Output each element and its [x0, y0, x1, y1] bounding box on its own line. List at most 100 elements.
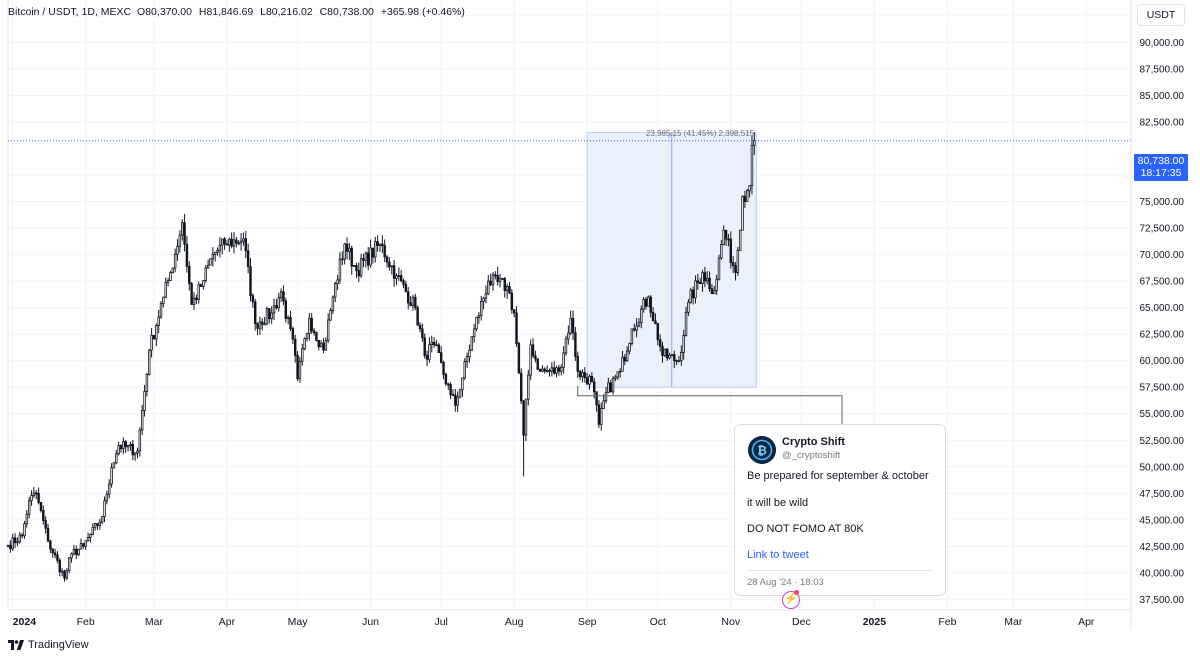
candle — [279, 288, 283, 303]
candle — [585, 373, 589, 385]
candle — [595, 391, 598, 412]
candle — [23, 520, 26, 539]
candle — [432, 337, 436, 348]
tweet-callout[interactable]: ₿ Crypto Shift @_cryptoshift Be prepared… — [734, 424, 946, 596]
candle — [717, 254, 721, 281]
tweet-link[interactable]: Link to tweet — [747, 549, 809, 561]
candle — [501, 277, 504, 281]
candle-body — [225, 243, 229, 246]
candle-body — [70, 553, 73, 559]
candle — [195, 294, 198, 305]
price-axis[interactable]: 92,500.0090,000.0087,500.0085,000.0082,5… — [1130, 0, 1185, 630]
candle — [343, 242, 346, 265]
candle — [621, 350, 624, 372]
candle — [315, 331, 318, 342]
candle-body — [319, 342, 323, 348]
high-value: 81,846.69 — [206, 6, 254, 18]
candle-body — [263, 323, 266, 326]
close-label: C — [319, 6, 328, 18]
candle — [684, 306, 688, 337]
candle-body — [397, 275, 401, 277]
price-tick-label: 60,000.00 — [1140, 356, 1185, 367]
candle — [246, 243, 250, 274]
candle-body — [618, 370, 622, 373]
candle — [30, 490, 33, 506]
candle-body — [505, 286, 509, 291]
candle — [140, 404, 144, 435]
candle — [698, 277, 702, 284]
candle — [166, 277, 170, 287]
measure-tool[interactable] — [586, 131, 757, 388]
candle-body — [736, 249, 740, 274]
candle — [6, 544, 10, 548]
candle-body — [658, 339, 662, 347]
price-tick-label: 67,500.00 — [1140, 277, 1185, 288]
candle — [218, 236, 222, 258]
candle — [618, 368, 622, 378]
candle — [715, 274, 718, 295]
symbol-name[interactable]: Bitcoin / USDT, 1D, MEXC — [8, 6, 132, 18]
candle-body — [44, 520, 47, 529]
currency-unit-button[interactable]: USDT — [1137, 4, 1185, 26]
price-tick-label: 37,500.00 — [1140, 595, 1185, 606]
candle — [541, 365, 544, 373]
lightning-icon[interactable]: ⚡ — [782, 591, 800, 609]
candle-body — [494, 274, 497, 277]
candle-body — [188, 265, 191, 284]
candle — [117, 441, 120, 456]
candle — [633, 323, 636, 332]
candle — [713, 285, 716, 295]
time-tick-label: Mar — [145, 616, 164, 628]
candle-body — [673, 354, 676, 362]
candle — [487, 274, 490, 296]
candle-body — [447, 383, 450, 386]
candle-body — [164, 281, 167, 298]
candle — [253, 299, 257, 331]
candle — [743, 190, 747, 208]
candle-body — [249, 266, 252, 297]
price-tick-label: 52,500.00 — [1140, 436, 1185, 447]
candles-layer[interactable] — [6, 132, 756, 582]
candle — [748, 185, 751, 198]
time-tick-label: Oct — [650, 616, 666, 628]
candle-body — [588, 376, 591, 385]
candle — [103, 496, 106, 523]
candle-body — [140, 410, 144, 431]
candle — [275, 298, 278, 310]
candle-body — [701, 272, 704, 284]
candle — [206, 259, 210, 270]
candle — [609, 379, 612, 393]
candle-body — [623, 356, 627, 362]
time-axis[interactable]: 2024 Feb Mar Apr May Jun Jul Aug Sep Oct Nov Dec 202… — [13, 616, 1095, 628]
candle — [310, 313, 313, 334]
candle — [37, 487, 40, 505]
svg-text:₿: ₿ — [757, 444, 767, 458]
candle — [105, 490, 109, 505]
candle-body — [451, 394, 455, 397]
candle-body — [430, 341, 433, 346]
candle-body — [529, 344, 532, 376]
callout-connector — [577, 385, 843, 424]
candle — [305, 332, 309, 342]
candle — [122, 437, 125, 455]
candle — [592, 377, 596, 399]
candle-body — [322, 342, 325, 351]
candle-body — [708, 277, 711, 290]
candle — [204, 264, 207, 283]
candle — [447, 382, 450, 391]
candle-body — [404, 284, 408, 293]
candle — [508, 281, 511, 295]
time-tick-label: Apr — [1078, 616, 1095, 628]
candle — [649, 295, 652, 318]
footer-brand[interactable]: TradingView — [8, 639, 89, 651]
candle — [470, 336, 474, 351]
candle — [498, 273, 502, 288]
candle — [456, 391, 459, 413]
candle — [39, 501, 43, 513]
candle-body — [435, 344, 438, 347]
candle — [192, 292, 196, 310]
candle-body — [583, 372, 587, 378]
candle — [550, 362, 554, 377]
candle-body — [162, 296, 165, 304]
